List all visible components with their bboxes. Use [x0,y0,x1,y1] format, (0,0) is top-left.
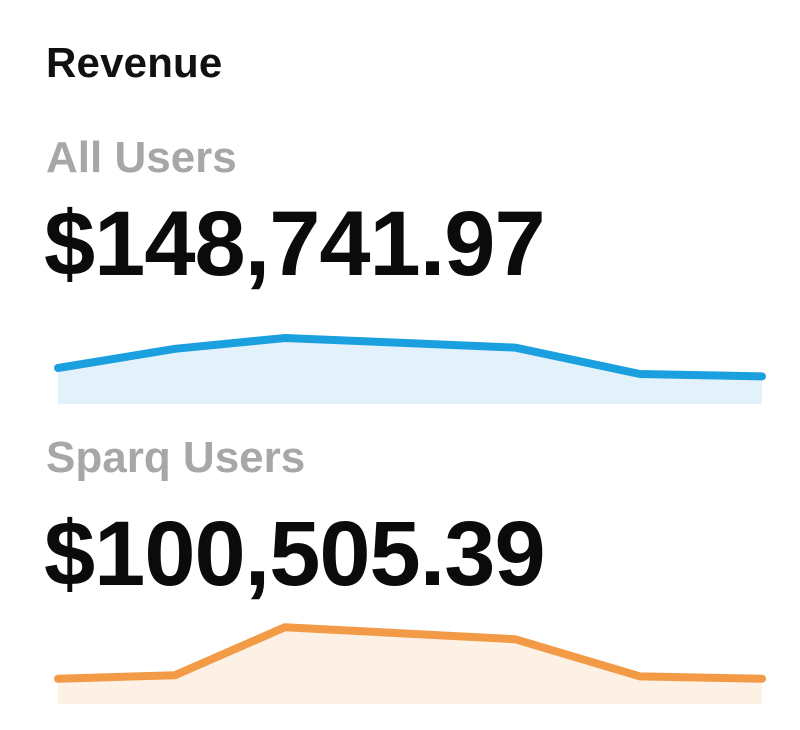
all-users-label: All Users [46,133,237,182]
revenue-title: Revenue [46,39,223,86]
sparq-users-sparkline-area [58,627,762,704]
sparq-users-sparkline-line [54,623,766,683]
sparq-users-label: Sparq Users [46,433,306,482]
all-users-sparkline-line [54,334,766,381]
all-users-sparkline-area [58,338,762,404]
all-users-sparkline [54,334,766,404]
sparq-users-revenue-value: $100,505.39 [44,503,546,605]
sparq-users-sparkline [54,623,766,704]
all-users-revenue-value: $148,741.97 [44,193,546,295]
